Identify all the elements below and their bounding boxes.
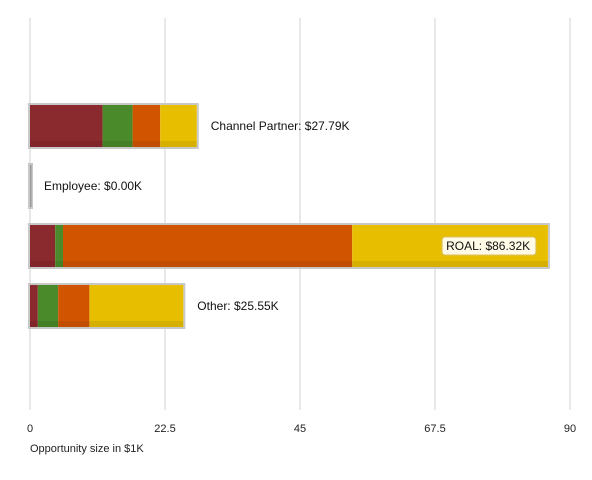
bar-segment (55, 225, 63, 267)
x-tick-label: 22.5 (154, 423, 175, 435)
bar-segment (89, 285, 184, 327)
bar-segment (30, 285, 38, 327)
bar-frame (28, 163, 33, 209)
bar-frame (28, 283, 186, 329)
bar-shade (30, 321, 184, 327)
bar-segment (63, 225, 353, 267)
bar-label: Other: $25.55K (197, 299, 278, 313)
gridlines (29, 18, 571, 410)
bar-label: Channel Partner: $27.79K (211, 119, 350, 133)
bar-label: Employee: $0.00K (44, 179, 142, 193)
x-axis-ticks: 0 22.5 45 67.5 90 (27, 423, 576, 435)
x-tick-label: 90 (564, 423, 576, 435)
bar-segment (37, 285, 59, 327)
bar-shade (30, 261, 548, 267)
bar-segment (58, 285, 90, 327)
bar-label: ROAL: $86.32K (446, 239, 530, 253)
bar-segment (30, 225, 56, 267)
x-tick-label: 0 (27, 423, 33, 435)
bar-segment (30, 105, 103, 147)
bar-segment (160, 105, 197, 147)
bar-shade (30, 141, 197, 147)
x-tick-label: 45 (294, 423, 306, 435)
bars (28, 103, 550, 329)
x-axis-title: Opportunity size in $1K (30, 443, 144, 455)
bar-segment (102, 105, 133, 147)
bar-segment (132, 105, 161, 147)
bar-segment (30, 165, 32, 207)
bar-frame (28, 223, 550, 269)
x-tick-label: 67.5 (424, 423, 445, 435)
bar-labels: Channel Partner: $27.79K Employee: $0.00K… (44, 119, 537, 313)
bar-frame (28, 103, 199, 149)
bar-label-box (441, 236, 537, 256)
